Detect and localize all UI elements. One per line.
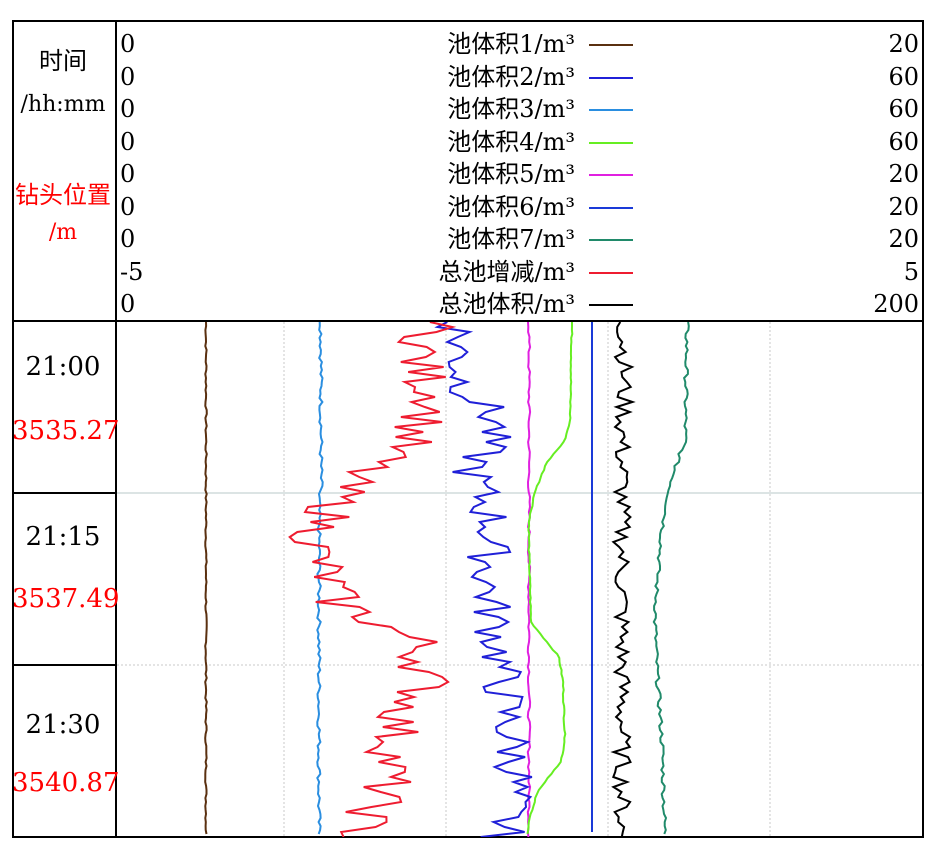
left-column-separator xyxy=(12,492,115,494)
legend-row: 0 池体积7/m³ 20 xyxy=(117,225,923,257)
legend-row: 0 池体积4/m³ 60 xyxy=(117,128,923,160)
vertical-divider xyxy=(115,20,117,838)
series-line-total-change xyxy=(288,322,457,837)
plot-area xyxy=(117,322,922,837)
legend-max: 20 xyxy=(888,225,919,253)
legend-max: 200 xyxy=(873,290,919,318)
horizontal-divider xyxy=(12,320,924,322)
legend-swatch xyxy=(589,304,633,306)
legend-row: 0 池体积2/m³ 60 xyxy=(117,63,923,95)
legend-min: -5 xyxy=(120,257,144,286)
legend-swatch xyxy=(589,206,633,209)
legend-min: 0 xyxy=(120,290,136,318)
legend-series-name: 池体积6/m³ xyxy=(447,192,575,221)
legend-series-name: 池体积3/m³ xyxy=(447,95,575,123)
legend-series-name: 总池体积/m³ xyxy=(438,290,575,318)
legend-max: 60 xyxy=(888,127,919,156)
depth-tick-label: 3535.27 xyxy=(12,416,120,446)
legend-row: 0 池体积5/m³ 20 xyxy=(117,160,923,192)
legend-series-name: 池体积2/m³ xyxy=(447,62,575,91)
legend-min: 0 xyxy=(120,127,136,156)
depth-unit: /m xyxy=(48,220,78,245)
legend-min: 0 xyxy=(120,62,136,91)
series-line-pool7 xyxy=(652,322,690,835)
series-line-pool4 xyxy=(526,322,574,835)
legend-swatch xyxy=(589,44,633,46)
legend-min: 0 xyxy=(120,225,136,253)
legend-row: 0 池体积6/m³ 20 xyxy=(117,193,923,225)
legend-swatch xyxy=(589,109,633,111)
legend-swatch xyxy=(589,271,633,274)
legend-min: 0 xyxy=(120,30,136,58)
left-column-separator xyxy=(12,664,115,666)
chart-frame xyxy=(12,20,924,838)
series-line-pool1 xyxy=(204,322,208,835)
legend-swatch xyxy=(589,239,633,241)
legend-row: 0 池体积3/m³ 60 xyxy=(117,95,923,127)
legend-swatch xyxy=(589,76,633,79)
legend-series-name: 总池增减/m³ xyxy=(438,257,575,286)
legend-max: 60 xyxy=(888,95,919,123)
legend-swatch xyxy=(589,174,633,176)
legend-min: 0 xyxy=(120,192,136,221)
legend-row: 0 池体积1/m³ 20 xyxy=(117,30,923,62)
legend-max: 60 xyxy=(888,62,919,91)
time-tick-label: 21:00 xyxy=(25,352,101,382)
time-label: 时间 xyxy=(39,47,87,75)
legend-max: 5 xyxy=(903,257,919,286)
legend-max: 20 xyxy=(888,192,919,221)
legend-series-name: 池体积7/m³ xyxy=(447,225,575,253)
legend-row: 0 总池体积/m³ 200 xyxy=(117,290,923,322)
time-tick-label: 21:30 xyxy=(25,710,101,740)
legend-min: 0 xyxy=(120,95,136,123)
legend-row: -5 总池增减/m³ 5 xyxy=(117,258,923,290)
depth-tick-label: 3540.87 xyxy=(12,768,120,798)
legend-max: 20 xyxy=(888,160,919,188)
legend-series-name: 池体积1/m³ xyxy=(447,30,575,58)
legend-series-name: 池体积5/m³ xyxy=(447,160,575,188)
time-unit: /hh:mm xyxy=(20,92,106,117)
time-tick-label: 21:15 xyxy=(25,522,101,552)
depth-tick-label: 3537.49 xyxy=(12,584,120,614)
legend-max: 20 xyxy=(888,30,919,58)
series-line-pool2 xyxy=(434,322,533,837)
legend-series-name: 池体积4/m³ xyxy=(447,127,575,156)
legend-min: 0 xyxy=(120,160,136,188)
series-line-total-volume xyxy=(610,322,636,837)
legend-swatch xyxy=(589,141,633,144)
depth-label: 钻头位置 xyxy=(15,181,111,209)
